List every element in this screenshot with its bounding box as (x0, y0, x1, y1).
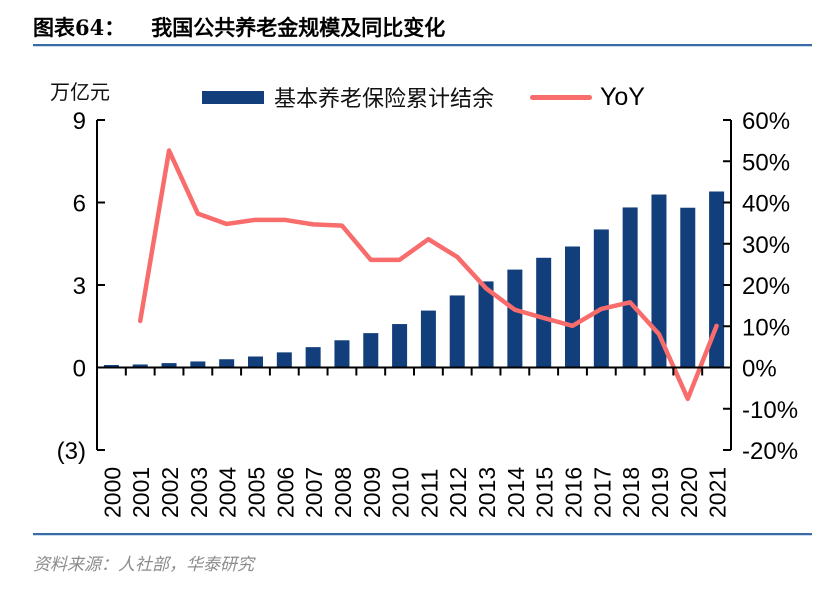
x-axis-year-label: 2018 (618, 467, 644, 518)
source-note: 资料来源：人社部，华泰研究 (33, 555, 254, 575)
bar-2017 (593, 229, 609, 368)
right-axis-tick-label: -10% (742, 397, 798, 424)
bar-2010 (392, 324, 408, 368)
bar-2008 (334, 340, 350, 368)
title-underline (33, 44, 812, 47)
x-axis-year-label: 2002 (157, 467, 183, 518)
bar-2001 (132, 364, 148, 368)
bar-2011 (420, 310, 436, 368)
left-axis-tick-label: 3 (73, 273, 86, 300)
bar-2003 (190, 361, 206, 368)
x-axis-year-label: 2019 (647, 467, 673, 518)
x-axis-year-label: 2008 (330, 467, 356, 518)
legend-line-label: YoY (600, 82, 645, 111)
legend-bar-label: 基本养老保险累计结余 (274, 87, 495, 112)
bar-2009 (363, 333, 379, 368)
x-axis-year-label: 2012 (445, 467, 471, 518)
left-axis-tick-label: 9 (73, 108, 86, 135)
right-axis-tick-label: 30% (742, 232, 790, 259)
bar-2016 (565, 246, 580, 368)
bar-2004 (219, 359, 235, 368)
x-axis-year-label: 2001 (128, 467, 154, 518)
left-axis-tick-label: (3) (57, 438, 86, 465)
x-axis-year-label: 2020 (676, 467, 702, 518)
x-axis-year-label: 2021 (705, 467, 731, 518)
left-axis-unit-label: 万亿元 (50, 80, 110, 104)
x-axis-year-label: 2014 (503, 467, 529, 518)
figure-header: 图表64： 我国公共养老金规模及同比变化 (33, 12, 812, 42)
bar-2012 (449, 295, 465, 368)
right-axis-tick-label: 10% (742, 314, 790, 341)
bar-2005 (248, 356, 263, 368)
figure-title: 我国公共养老金规模及同比变化 (151, 15, 446, 40)
x-axis-year-label: 2009 (359, 467, 385, 518)
x-axis-year-label: 2003 (186, 467, 212, 518)
figure-number-label: 图表64： (33, 15, 126, 40)
bar-2002 (161, 363, 177, 368)
bar-2021 (709, 191, 725, 368)
yoy-line (137, 148, 719, 402)
bar-2000 (103, 365, 119, 368)
x-axis-year-label: 2000 (99, 467, 125, 518)
bar-2015 (536, 257, 552, 368)
legend-line-swatch (530, 94, 593, 100)
chart-legend: 基本养老保险累计结余 YoY (202, 82, 645, 112)
bar-2014 (507, 269, 523, 368)
x-axis-year-label: 2004 (215, 467, 241, 518)
left-axis-tick-label: 6 (73, 191, 86, 218)
bar-2007 (305, 347, 321, 368)
x-axis-year-label: 2013 (474, 467, 500, 518)
footer-rule (33, 533, 812, 536)
bar-2019 (651, 194, 667, 368)
legend-bar-swatch (202, 90, 264, 104)
right-axis-tick-label: -20% (742, 438, 798, 465)
x-axis-year-label: 2006 (272, 467, 298, 518)
right-axis-tick-label: 40% (742, 191, 790, 218)
x-axis-year-label: 2015 (532, 467, 558, 518)
right-axis-tick-label: 20% (742, 273, 790, 300)
x-axis-year-label: 2017 (589, 467, 615, 518)
left-axis-tick-label: 0 (73, 356, 86, 383)
bar-2013 (478, 281, 494, 368)
right-axis-tick-label: 60% (742, 108, 790, 135)
right-axis-tick-label: 50% (742, 149, 790, 176)
x-axis-year-label: 2005 (244, 467, 270, 518)
right-axis-tick-label: 0% (742, 356, 777, 383)
bar-2018 (622, 207, 638, 368)
x-axis-year-label: 2007 (301, 467, 327, 518)
x-axis-year-label: 2016 (561, 467, 587, 518)
x-axis-year-label: 2011 (416, 469, 442, 518)
bar-2020 (680, 207, 696, 368)
bar-2006 (276, 352, 292, 368)
x-axis-year-label: 2010 (388, 467, 414, 518)
